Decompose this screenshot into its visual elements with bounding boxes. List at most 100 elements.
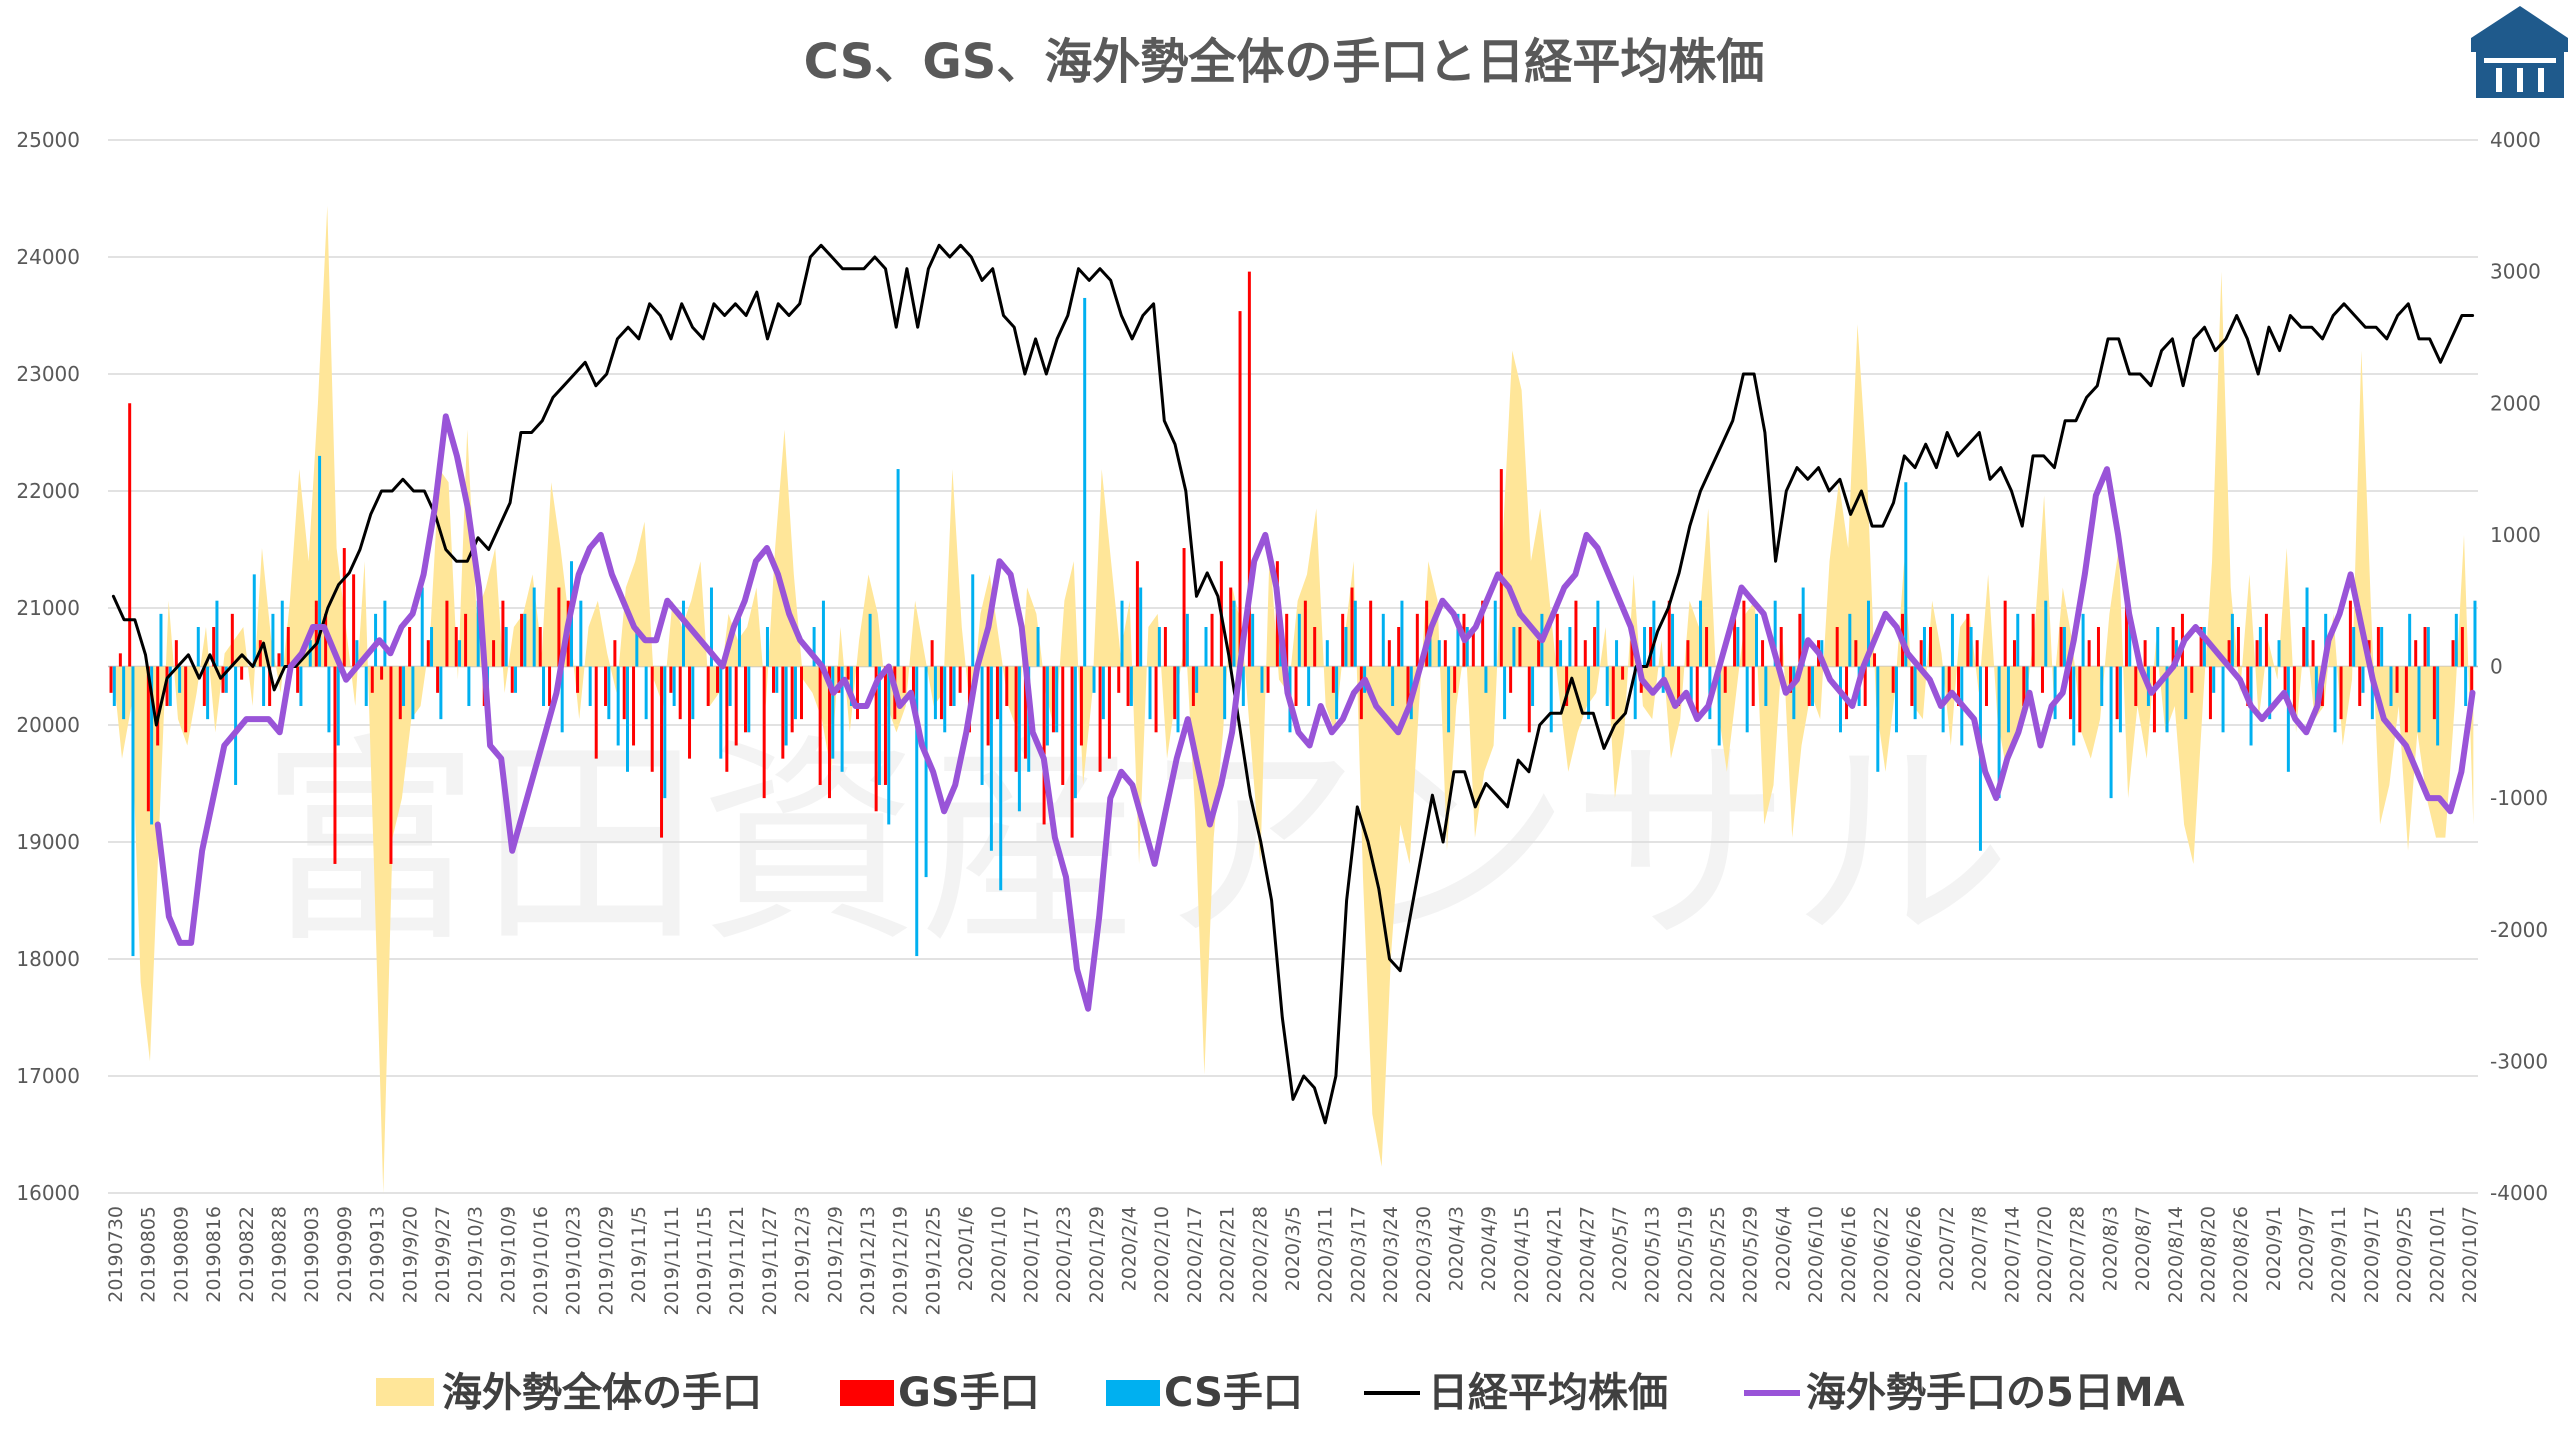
gs-bar xyxy=(165,666,169,706)
gs-bar xyxy=(669,666,673,693)
cs-bar xyxy=(1195,666,1199,693)
gs-bar xyxy=(2311,640,2315,667)
gs-bar xyxy=(1387,640,1391,667)
left-axis-ticks: 25000 24000 23000 22000 21000 20000 19000 18000… xyxy=(16,128,80,1205)
cs-bar xyxy=(2352,627,2356,667)
gs-bar xyxy=(1107,666,1111,759)
cs-bar xyxy=(1549,666,1553,733)
cs-bar xyxy=(1894,666,1898,733)
cs-bar xyxy=(672,666,676,706)
right-axis-tick-label: 4000 xyxy=(2490,128,2541,152)
gs-bar xyxy=(1173,666,1177,720)
gs-bar xyxy=(1798,613,1802,667)
cs-bar xyxy=(430,627,434,667)
gs-bar xyxy=(557,587,561,667)
cs-bar xyxy=(2277,640,2281,667)
cs-bar xyxy=(2128,613,2132,667)
right-axis-tick-label: -3000 xyxy=(2490,1049,2548,1073)
gs-bar xyxy=(314,600,318,667)
x-axis-tick-label: 2019/10/9 xyxy=(497,1206,519,1303)
gs-bar xyxy=(1397,627,1401,667)
cs-bar xyxy=(1969,627,1973,667)
gs-bar xyxy=(1854,640,1858,667)
gs-bar xyxy=(874,666,878,812)
cs-bar xyxy=(1671,613,1675,667)
gs-bar xyxy=(1313,627,1317,667)
x-axis-tick-label: 20190913 xyxy=(367,1206,389,1303)
gs-bar xyxy=(1910,666,1914,706)
legend-item-gs: GS手口 xyxy=(840,1370,1040,1416)
x-axis-tick-label: 2020/7/28 xyxy=(2067,1206,2089,1303)
x-axis-tick-label: 2020/6/22 xyxy=(1871,1206,1893,1303)
cs-bar xyxy=(1045,666,1049,746)
gs-bar xyxy=(1481,600,1485,667)
gs-bar xyxy=(1453,666,1457,693)
legend-label-ma: 海外勢手口の5日MA xyxy=(1806,1370,2185,1416)
cs-bar xyxy=(1699,600,1703,667)
gs-bar xyxy=(604,666,608,706)
left-axis-tick-label: 19000 xyxy=(16,830,80,854)
left-axis-tick-label: 24000 xyxy=(16,245,80,269)
gs-bar xyxy=(1527,666,1531,733)
cs-bar xyxy=(2268,666,2272,720)
gs-bar xyxy=(1247,271,1251,667)
gs-bar xyxy=(146,666,150,812)
cs-bar xyxy=(131,666,135,957)
gs-bar xyxy=(2227,640,2231,667)
cs-bar xyxy=(1605,666,1609,706)
x-axis-tick-label: 2020/8/7 xyxy=(2132,1206,2154,1291)
x-axis-tick-label: 2020/7/20 xyxy=(2034,1206,2056,1303)
gs-bar xyxy=(520,613,524,667)
gs-bar xyxy=(762,666,766,799)
gs-bar xyxy=(1238,311,1242,667)
cs-bar xyxy=(383,600,387,667)
cs-bar xyxy=(1493,600,1497,667)
gs-bar xyxy=(1294,666,1298,706)
gs-bar xyxy=(734,666,738,746)
cs-bar xyxy=(2473,600,2477,667)
gs-bar xyxy=(380,666,384,680)
logo-pillar xyxy=(2496,68,2502,92)
cs-bar xyxy=(206,666,210,720)
cs-bar xyxy=(411,666,415,720)
cs-bar xyxy=(709,587,713,667)
cs-bar xyxy=(299,666,303,706)
cs-bar xyxy=(2464,666,2468,706)
cs-bar xyxy=(747,666,751,733)
x-axis-tick-label: 2020/1/10 xyxy=(988,1206,1010,1303)
gs-bar xyxy=(1331,666,1335,693)
gs-bar xyxy=(1667,600,1671,667)
cs-bar xyxy=(1456,613,1460,667)
gs-bar xyxy=(1957,666,1960,706)
cs-bar xyxy=(1176,666,1180,733)
gs-bar xyxy=(1891,666,1895,693)
cs-bar xyxy=(2006,666,2010,733)
x-axis-tick-label: 2020/4/15 xyxy=(1511,1206,1533,1303)
x-axis-tick-label: 2020/2/28 xyxy=(1249,1206,1271,1303)
cs-bar xyxy=(1241,666,1245,706)
left-axis-tick-label: 23000 xyxy=(16,362,80,386)
gs-bar xyxy=(2031,613,2035,667)
cs-bar xyxy=(504,627,508,667)
gs-bar xyxy=(2236,627,2240,667)
x-axis-tick-label: 2019/9/27 xyxy=(432,1206,454,1303)
x-axis-tick-label: 2020/4/3 xyxy=(1445,1206,1467,1291)
cs-bar xyxy=(1129,666,1133,706)
gs-bar xyxy=(174,640,178,667)
cs-bar xyxy=(439,666,443,720)
x-axis-tick-label: 20190809 xyxy=(170,1206,192,1303)
gs-bar xyxy=(1191,666,1195,706)
gs-bar xyxy=(1369,600,1373,667)
cs-bar xyxy=(579,600,583,667)
cs-bar xyxy=(1755,613,1759,667)
gs-bar xyxy=(1630,640,1634,667)
gs-bar xyxy=(660,666,664,838)
cs-bar xyxy=(2062,627,2066,667)
cs-bar xyxy=(2072,666,2076,746)
gs-bar xyxy=(939,666,943,720)
legend-swatch-gs xyxy=(840,1380,894,1406)
gs-bar xyxy=(1863,666,1867,706)
cs-bar xyxy=(318,455,322,667)
x-axis-tick-label: 2019/10/23 xyxy=(563,1206,585,1316)
gs-bar xyxy=(2264,613,2268,667)
